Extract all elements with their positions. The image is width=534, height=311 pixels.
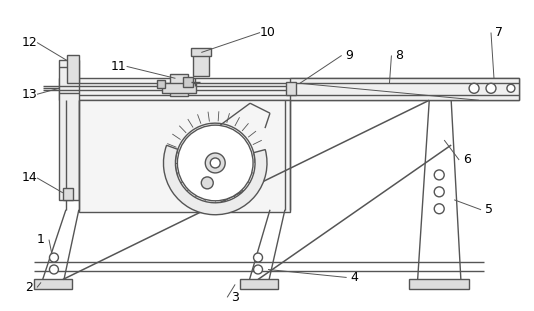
Text: 13: 13 xyxy=(21,88,37,101)
Circle shape xyxy=(434,170,444,180)
Bar xyxy=(162,83,197,93)
Circle shape xyxy=(50,253,58,262)
Circle shape xyxy=(205,153,225,173)
Text: 5: 5 xyxy=(485,203,493,216)
Bar xyxy=(191,49,211,56)
Bar xyxy=(170,74,189,96)
Wedge shape xyxy=(163,145,267,215)
Bar xyxy=(183,77,193,87)
Text: 10: 10 xyxy=(260,26,276,39)
Text: 3: 3 xyxy=(231,291,239,304)
Bar xyxy=(63,188,73,200)
Text: 12: 12 xyxy=(21,36,37,49)
Circle shape xyxy=(434,204,444,214)
Circle shape xyxy=(201,177,213,189)
Bar xyxy=(59,60,79,200)
Bar xyxy=(286,82,296,95)
Text: 1: 1 xyxy=(37,233,45,246)
Circle shape xyxy=(469,83,479,93)
Circle shape xyxy=(507,84,515,92)
Circle shape xyxy=(486,83,496,93)
Bar xyxy=(240,280,278,290)
Circle shape xyxy=(50,265,58,274)
Circle shape xyxy=(434,187,444,197)
Text: 9: 9 xyxy=(345,49,354,62)
Circle shape xyxy=(210,158,220,168)
Bar xyxy=(158,80,166,88)
Text: 2: 2 xyxy=(25,281,33,294)
Bar xyxy=(79,100,290,212)
Text: 14: 14 xyxy=(21,171,37,184)
Circle shape xyxy=(254,253,263,262)
Circle shape xyxy=(177,125,253,201)
Circle shape xyxy=(254,265,263,274)
Text: 11: 11 xyxy=(111,60,127,73)
Text: 7: 7 xyxy=(495,26,503,39)
Bar xyxy=(67,55,79,83)
Text: 4: 4 xyxy=(351,271,358,284)
Bar xyxy=(34,280,72,290)
Text: 8: 8 xyxy=(395,49,403,62)
Bar xyxy=(59,78,519,100)
Bar xyxy=(290,78,519,100)
Bar xyxy=(193,53,209,77)
Text: 6: 6 xyxy=(463,154,471,166)
Bar xyxy=(410,280,469,290)
